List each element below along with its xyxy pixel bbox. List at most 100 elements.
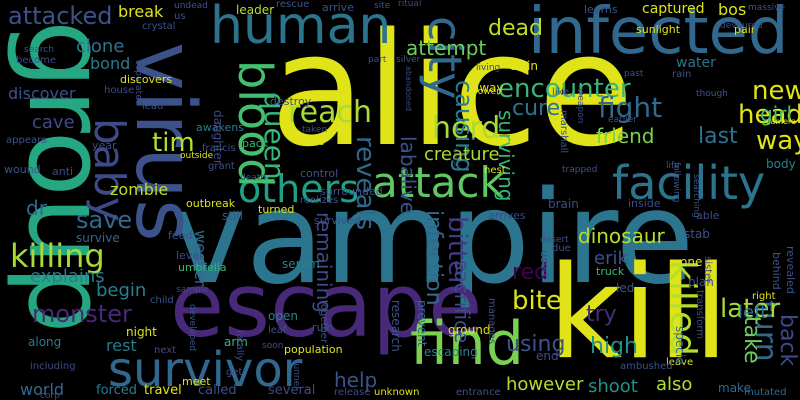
word-leader: leader: [236, 3, 275, 17]
word-encounter: encounter: [498, 74, 631, 104]
word-devoured: devoured: [720, 21, 763, 31]
word-past: past: [624, 69, 644, 79]
word-break: break: [118, 2, 164, 21]
word-body: body: [766, 157, 796, 171]
word-specie: specie: [673, 326, 687, 365]
word-pack: pack: [242, 137, 269, 150]
word-transform: transform: [694, 290, 705, 340]
word-marshall: marshall: [558, 110, 569, 154]
word-arrive: arrive: [322, 1, 354, 14]
word-massive: massive: [748, 3, 786, 13]
word-dinosaur: dinosaur: [578, 224, 665, 248]
word-make: make: [718, 381, 751, 395]
word-open: open: [268, 309, 298, 323]
word-vampire: vampire: [170, 164, 695, 313]
word-world: world: [20, 380, 65, 399]
word-outside: outside: [180, 151, 214, 161]
word-travel: travel: [144, 383, 182, 398]
word-population: population: [284, 343, 343, 356]
word-survivor: survivor: [108, 342, 303, 398]
word-away: away: [472, 81, 504, 95]
word-still: still: [222, 209, 243, 223]
word-arm: arm: [224, 335, 248, 349]
word-death: death: [240, 173, 266, 183]
word-nest: nest: [484, 165, 506, 176]
word-tunnel: tunnel: [291, 360, 301, 389]
word-also: also: [656, 374, 693, 395]
word-several: several: [268, 383, 316, 398]
word-labalive: labalive: [396, 136, 420, 215]
word-unknown: unknown: [374, 387, 420, 398]
word-along: along: [28, 335, 62, 349]
word-captured: captured: [642, 1, 705, 17]
word-weapon: weapon: [575, 88, 585, 124]
word-life: life: [666, 161, 680, 171]
word-infection: infection: [421, 210, 446, 306]
word-leaf: leaf: [268, 325, 287, 336]
word-camera: camera: [766, 117, 797, 126]
word-arrives: arrives: [488, 209, 526, 222]
word-research: research: [389, 300, 403, 352]
word-escaping: escaping: [424, 345, 478, 359]
word-realizes: realizes: [300, 195, 339, 206]
word-bite: bite: [512, 286, 562, 316]
word-head: head: [738, 100, 800, 130]
word-taken: taken: [302, 125, 328, 135]
word-surrounded: surrounded: [320, 185, 383, 198]
word-dr: dr: [26, 196, 47, 220]
word-clone: clone: [76, 36, 125, 57]
word-us: us: [174, 11, 186, 22]
word-outbreak: outbreak: [186, 197, 236, 210]
word-appears: appears: [6, 135, 47, 146]
word-attack: attack: [372, 158, 504, 207]
word-searching: searching: [691, 174, 701, 218]
word-feed: feed: [168, 229, 193, 242]
word-last: last: [698, 124, 738, 149]
word-child: child: [150, 295, 174, 306]
word-sample: sample: [176, 285, 209, 295]
word-lead: lead: [142, 101, 164, 112]
word-corp: corp: [40, 391, 60, 400]
word-wound: wound: [4, 163, 41, 176]
word-fight: fight: [598, 91, 663, 124]
word-facility: facility: [612, 156, 766, 210]
word-pair: pair: [734, 23, 756, 36]
word-ritual: ritual: [398, 0, 422, 9]
word-anti: anti: [52, 165, 74, 178]
word-release: release: [334, 387, 371, 398]
word-infected: infected: [528, 0, 789, 69]
word-entrance: entrance: [456, 387, 501, 398]
word-forced: forced: [96, 383, 137, 398]
word-abandoned: abandoned: [404, 66, 413, 111]
word-living: living: [476, 63, 501, 73]
word-next: next: [154, 345, 177, 356]
word-undead: undead: [174, 1, 208, 11]
word-way: way: [756, 126, 800, 156]
word-right: right: [752, 291, 776, 302]
word-search: search: [24, 45, 54, 55]
word-attacked: attacked: [8, 2, 113, 30]
word-survived: survived: [314, 214, 362, 227]
word-attempt: attempt: [406, 36, 487, 60]
word-inside: inside: [628, 197, 661, 210]
word-crash: crash: [452, 148, 461, 170]
word-power: power: [472, 87, 500, 97]
word-crystal: crystal: [142, 21, 176, 32]
word-bos: bos: [718, 0, 747, 19]
word-train: train: [510, 59, 538, 73]
word-dead: dead: [488, 16, 543, 41]
word-stab: stab: [684, 227, 710, 241]
word-developed: developed: [187, 304, 197, 352]
word-try: try: [586, 302, 617, 327]
word-reach: reach: [288, 95, 373, 130]
word-ambushed: ambushed: [620, 361, 673, 372]
word-others: others: [238, 167, 360, 211]
word-kill: kill: [548, 239, 729, 388]
word-red: red: [512, 260, 549, 285]
word-begin: begin: [96, 280, 147, 301]
word-end: end: [536, 349, 559, 363]
word-including: including: [30, 361, 76, 372]
word-called: called: [198, 383, 237, 398]
word-level: level: [176, 249, 203, 262]
